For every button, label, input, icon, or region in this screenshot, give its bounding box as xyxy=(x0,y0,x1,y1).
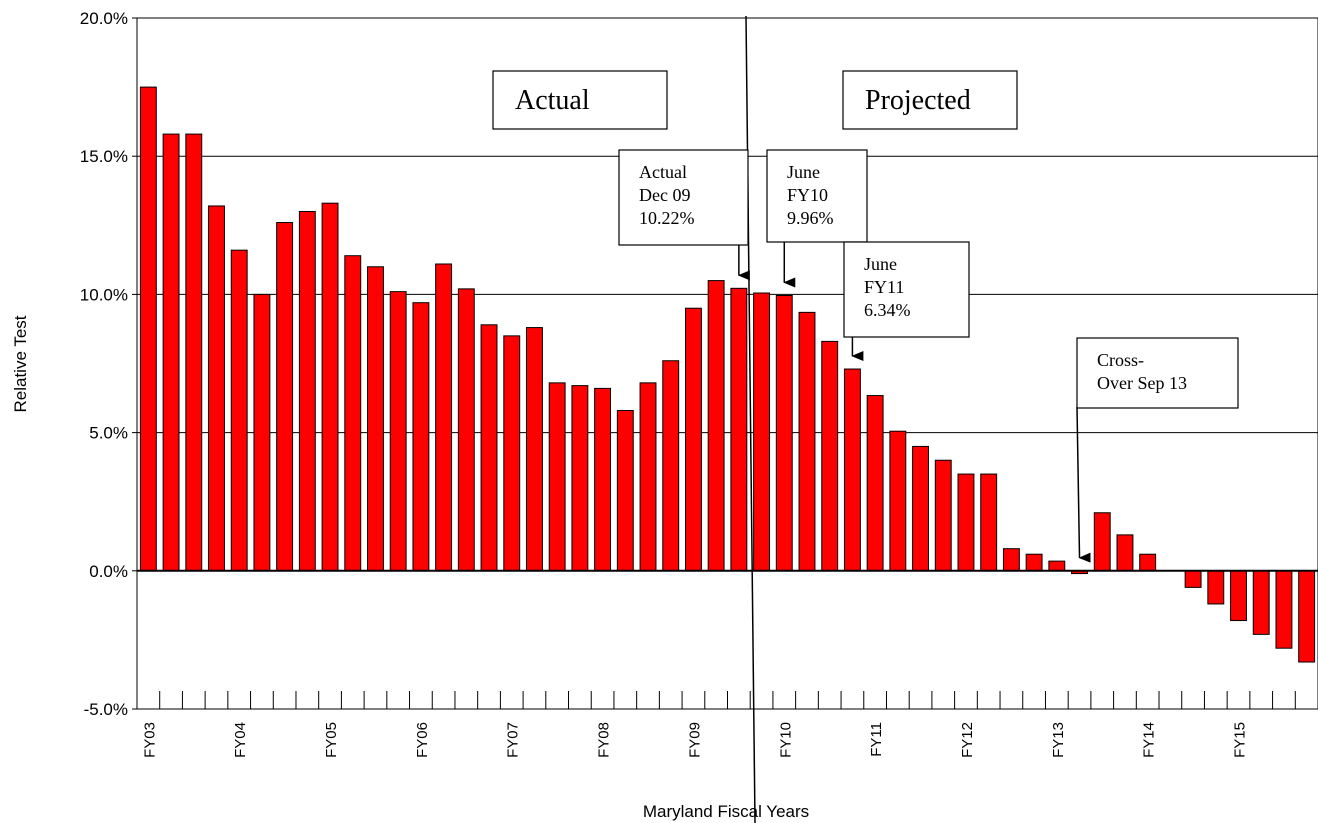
bar xyxy=(684,307,702,572)
bar xyxy=(1139,553,1157,572)
bar xyxy=(1002,548,1020,572)
x-tick-label: FY15 xyxy=(1232,722,1249,758)
section-label: Projected xyxy=(865,85,971,116)
bar xyxy=(662,360,680,572)
section-label: Actual xyxy=(515,85,590,116)
bar xyxy=(480,324,498,572)
bar xyxy=(775,295,793,572)
bar xyxy=(389,291,407,572)
x-tick-label: FY05 xyxy=(323,722,340,758)
bar xyxy=(1275,570,1293,649)
bar xyxy=(1048,560,1066,572)
bar xyxy=(1025,553,1043,572)
bar xyxy=(548,382,566,572)
bar xyxy=(707,280,725,572)
y-tick-label: 15.0% xyxy=(80,147,128,166)
x-tick-label: FY06 xyxy=(414,722,431,758)
bar xyxy=(457,288,475,572)
bar xyxy=(253,293,271,572)
bar xyxy=(298,210,316,572)
annotations: Actual Projected Actual Dec 09 10.22% June FY1… xyxy=(492,70,1239,563)
x-tick-label: FY13 xyxy=(1050,722,1067,758)
annotation-text: Actual xyxy=(639,162,687,182)
x-tick-label: FY08 xyxy=(596,722,613,758)
annotation-text: 9.96% xyxy=(787,208,834,228)
x-tick-label: FY07 xyxy=(505,722,522,758)
bar xyxy=(230,249,248,572)
bar xyxy=(798,311,816,572)
y-axis-title: Relative Test xyxy=(11,315,30,412)
annotation-text: FY10 xyxy=(787,185,828,205)
bar xyxy=(843,368,861,572)
bar xyxy=(1298,570,1316,663)
bar xyxy=(639,382,657,572)
bar xyxy=(526,327,543,572)
y-tick-label: 5.0% xyxy=(89,424,128,443)
bar xyxy=(616,409,634,572)
x-tick-label: FY09 xyxy=(686,722,703,758)
bar xyxy=(730,287,748,572)
section-label-box xyxy=(842,70,1018,130)
annotation-box xyxy=(1076,337,1239,409)
y-tick-label: -5.0% xyxy=(84,700,128,719)
bar xyxy=(821,340,839,572)
annotation-text: 10.22% xyxy=(639,208,695,228)
bar xyxy=(912,445,929,572)
x-axis-title: Maryland Fiscal Years xyxy=(643,802,809,821)
annotation-text: June xyxy=(787,162,820,182)
x-tick-label: FY10 xyxy=(777,722,794,758)
bar xyxy=(1093,512,1111,572)
bar xyxy=(162,133,180,572)
bar xyxy=(980,473,998,572)
bar xyxy=(276,222,294,572)
bar xyxy=(753,292,771,572)
bar xyxy=(412,302,430,572)
annotation-text: Dec 09 xyxy=(639,185,690,205)
annotation-box xyxy=(843,241,970,338)
annotation-text: June xyxy=(864,254,897,274)
bar xyxy=(1207,570,1225,605)
bar xyxy=(957,473,975,572)
bar xyxy=(1116,534,1134,572)
axes: -5.0% 0.0% 5.0% 10.0% 15.0% 20.0% FY03 FY04 FY05… xyxy=(80,9,1318,823)
bar xyxy=(571,385,589,572)
bar xyxy=(435,263,453,572)
bar xyxy=(934,459,952,572)
annotation-box xyxy=(618,149,749,246)
y-tick-label: 20.0% xyxy=(80,9,128,28)
bar xyxy=(344,255,362,572)
bar xyxy=(367,266,384,572)
bar xyxy=(208,205,225,572)
x-tick-label: FY14 xyxy=(1141,722,1158,758)
x-tick-label: FY11 xyxy=(868,722,885,757)
bar xyxy=(503,335,521,572)
bar xyxy=(1252,570,1270,635)
bars xyxy=(139,86,1316,663)
annotation-text: Cross- xyxy=(1097,350,1144,370)
bar xyxy=(889,430,907,572)
annotation-text: Over Sep 13 xyxy=(1097,373,1187,393)
bar xyxy=(321,202,339,572)
annotation-arrow xyxy=(1076,406,1091,563)
annotation-box xyxy=(766,149,868,243)
bar xyxy=(139,86,157,572)
bar xyxy=(866,395,884,572)
bar xyxy=(185,133,203,572)
bar xyxy=(1184,570,1202,588)
bar xyxy=(1230,570,1247,622)
x-tick-label: FY12 xyxy=(959,722,976,758)
section-label-box xyxy=(492,70,668,130)
annotation-text: 6.34% xyxy=(864,300,911,320)
x-tick-label: FY04 xyxy=(232,722,249,758)
x-tick-label: FY03 xyxy=(141,722,158,758)
bar xyxy=(594,387,612,572)
y-tick-label: 10.0% xyxy=(80,285,128,304)
y-tick-label: 0.0% xyxy=(89,562,128,581)
annotation-text: FY11 xyxy=(864,277,904,297)
